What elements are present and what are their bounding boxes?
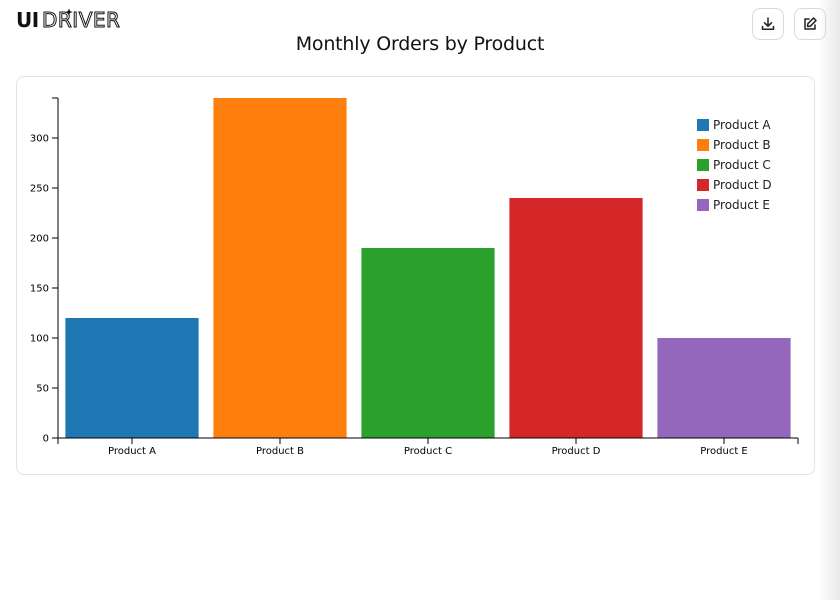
x-tick-label: Product A [108, 446, 156, 457]
logo-ui-text: UI [16, 8, 39, 30]
bar-product-b [213, 98, 347, 438]
legend-label: Product B [713, 138, 771, 152]
bar-product-e [657, 338, 791, 438]
legend-label: Product C [713, 158, 771, 172]
legend-item: Product A [697, 115, 772, 135]
y-tick-label: 0 [43, 434, 49, 445]
legend-item: Product E [697, 195, 772, 215]
x-tick-label: Product E [700, 446, 747, 457]
bar-product-c [361, 248, 495, 438]
legend-label: Product D [713, 178, 772, 192]
chart-legend: Product A Product B Product C Product D Prod… [697, 115, 772, 215]
legend-item: Product B [697, 135, 772, 155]
chart-title: Monthly Orders by Product [295, 33, 545, 55]
scroll-edge-shadow [818, 0, 840, 600]
x-tick-label: Product C [404, 446, 452, 457]
legend-swatch [697, 199, 709, 211]
uidriver-logo: UI DRIVER [16, 8, 122, 30]
y-tick-label: 200 [30, 234, 49, 245]
x-tick-label: Product B [256, 446, 304, 457]
logo-sparkle [65, 8, 73, 16]
legend-item: Product C [697, 155, 772, 175]
legend-label: Product A [713, 118, 771, 132]
legend-swatch [697, 139, 709, 151]
legend-swatch [697, 179, 709, 191]
edit-icon [804, 17, 817, 30]
y-tick-label: 150 [30, 284, 49, 295]
x-tick-label: Product D [552, 446, 601, 457]
legend-swatch [697, 119, 709, 131]
chart-card: 0 50 100 150 200 250 300 Product A Product B Prod… [16, 76, 815, 475]
download-icon [761, 17, 775, 30]
bar-product-a [65, 318, 199, 438]
y-tick-label: 300 [30, 134, 49, 145]
logo-driver-text: DRIVER [42, 8, 120, 30]
y-tick-label: 50 [36, 384, 49, 395]
download-button[interactable] [752, 8, 784, 40]
legend-swatch [697, 159, 709, 171]
legend-item: Product D [697, 175, 772, 195]
bar-product-d [509, 198, 643, 438]
y-tick-label: 100 [30, 334, 49, 345]
y-tick-label: 250 [30, 184, 49, 195]
legend-label: Product E [713, 198, 770, 212]
